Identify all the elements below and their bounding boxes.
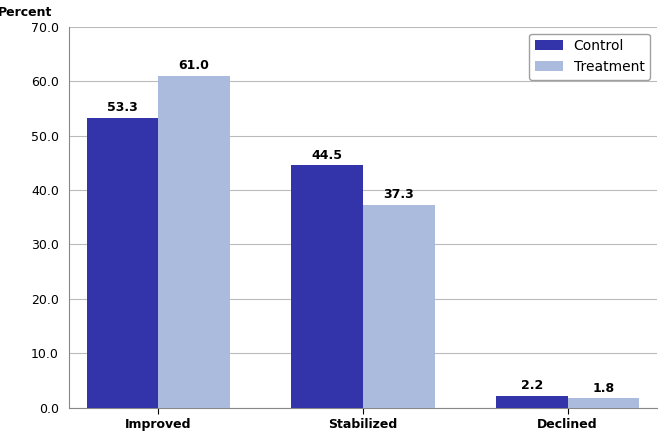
Legend: Control, Treatment: Control, Treatment: [529, 34, 650, 80]
Text: 44.5: 44.5: [311, 149, 343, 162]
Bar: [158, 76, 230, 408]
Bar: [496, 396, 568, 408]
Bar: [86, 117, 158, 408]
Bar: [291, 166, 363, 408]
Bar: [363, 205, 434, 408]
Bar: [568, 398, 639, 408]
Text: 2.2: 2.2: [521, 379, 543, 392]
Text: 37.3: 37.3: [383, 188, 414, 201]
Text: 61.0: 61.0: [179, 60, 209, 72]
Text: 1.8: 1.8: [592, 381, 614, 395]
Text: 53.3: 53.3: [107, 101, 138, 114]
Text: Percent: Percent: [0, 6, 52, 19]
